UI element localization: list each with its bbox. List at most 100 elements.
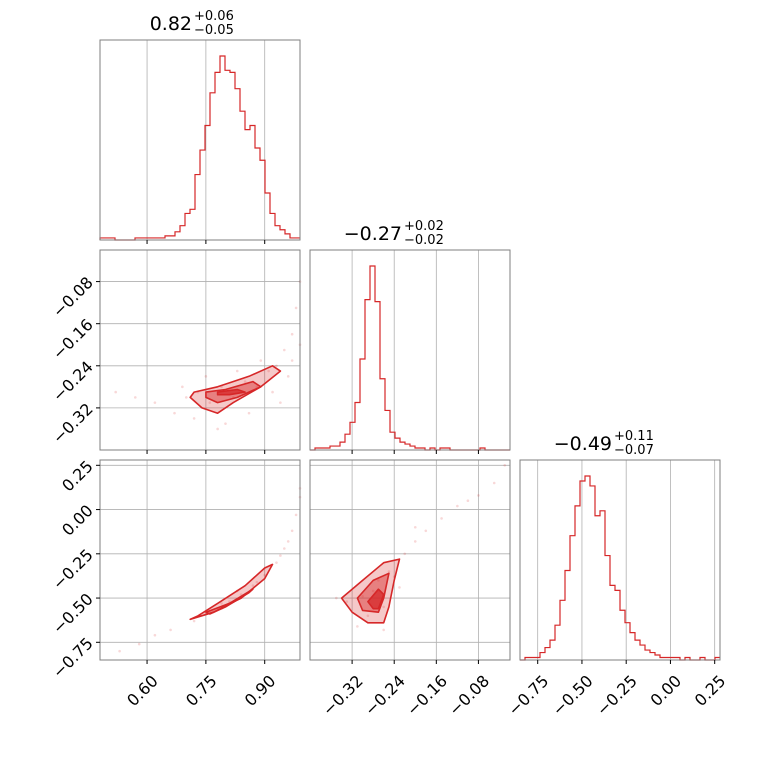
scatter-point xyxy=(377,579,380,582)
scatter-point xyxy=(192,619,196,623)
scatter-point xyxy=(413,540,417,543)
x-tick-label: 0.75 xyxy=(182,671,221,710)
scatter-point xyxy=(275,561,278,564)
scatter-point xyxy=(169,628,172,632)
scatter-point xyxy=(290,529,294,533)
scatter-point xyxy=(216,427,219,431)
scatter-point xyxy=(290,359,294,362)
panel-1-2 xyxy=(99,249,301,451)
scatter-point xyxy=(251,584,255,587)
scatter-point xyxy=(184,396,188,399)
x-tick-label: −0.24 xyxy=(361,671,409,719)
scatter-point xyxy=(440,517,443,520)
title-value: 0.82 xyxy=(150,13,192,35)
scatter-point xyxy=(247,411,251,415)
scatter-point xyxy=(243,380,247,383)
scatter-point xyxy=(279,401,282,404)
scatter-point xyxy=(456,504,459,508)
scatter-point xyxy=(275,364,278,368)
contour-level-3 xyxy=(220,597,242,610)
title-param-1: 0.82 +0.06−0.05 xyxy=(150,9,234,38)
x-tick-label: −0.25 xyxy=(593,671,641,719)
title-lower-error: −0.02 xyxy=(404,233,444,248)
scatter-point xyxy=(366,614,370,618)
scatter-point xyxy=(492,481,496,485)
histogram-param-2 xyxy=(310,265,510,451)
scatter-point xyxy=(153,633,157,637)
panel-2-3 xyxy=(309,459,511,661)
y-tick-label: −0.50 xyxy=(49,589,97,637)
y-tick-label: −0.32 xyxy=(49,399,97,447)
scatter-point xyxy=(356,625,359,628)
scatter-point xyxy=(283,348,286,352)
scatter-point xyxy=(371,589,375,593)
scatter-point xyxy=(286,540,290,543)
x-tick-label: 0.00 xyxy=(647,671,686,710)
scatter-point xyxy=(477,494,480,497)
x-tick-label: −0.16 xyxy=(403,671,451,719)
scatter-point xyxy=(503,464,507,467)
x-tick-label: −0.08 xyxy=(445,671,493,719)
scatter-point xyxy=(283,547,286,550)
y-tick-label: −0.25 xyxy=(49,545,97,593)
x-tick-label: −0.50 xyxy=(549,671,597,719)
x-tick-label: 0.90 xyxy=(241,671,280,710)
scatter-point xyxy=(192,417,196,420)
scatter-point xyxy=(382,605,385,609)
panel-diag-1 xyxy=(99,39,301,241)
scatter-point xyxy=(263,573,267,577)
histogram-param-3 xyxy=(520,475,720,661)
title-lower-error: −0.07 xyxy=(614,443,654,458)
scatter-point xyxy=(279,554,282,557)
title-lower-error: −0.05 xyxy=(194,23,234,38)
y-tick-label: −0.16 xyxy=(49,315,97,363)
scatter-point xyxy=(286,375,290,378)
scatter-point xyxy=(294,513,298,517)
contour-level-1 xyxy=(189,563,274,621)
scatter-point xyxy=(153,401,157,404)
histogram-param-1 xyxy=(99,55,300,241)
y-tick-label: −0.75 xyxy=(49,634,97,682)
scatter-point xyxy=(259,359,263,362)
title-param-3: −0.49 +0.11−0.07 xyxy=(554,429,654,458)
scatter-point xyxy=(224,422,227,425)
scatter-point xyxy=(382,628,385,632)
scatter-point xyxy=(118,649,121,653)
x-tick-label: 0.60 xyxy=(123,671,162,710)
scatter-point xyxy=(235,369,239,373)
title-value: −0.27 xyxy=(344,223,402,245)
scatter-point xyxy=(271,390,274,394)
y-tick-label: −0.24 xyxy=(49,357,97,405)
scatter-point xyxy=(290,332,294,336)
scatter-point xyxy=(335,596,338,600)
scatter-point xyxy=(173,411,176,415)
scatter-point xyxy=(466,499,470,503)
scatter-point xyxy=(398,586,401,589)
scatter-point xyxy=(403,552,407,556)
scatter-point xyxy=(424,529,428,533)
scatter-point xyxy=(137,642,141,646)
title-value: −0.49 xyxy=(554,433,612,455)
scatter-point xyxy=(345,600,349,603)
title-upper-error: +0.06 xyxy=(194,9,234,24)
scatter-point xyxy=(220,602,223,605)
panel-diag-3 xyxy=(519,459,721,661)
scatter-point xyxy=(387,570,391,573)
contour-level-3 xyxy=(216,388,246,396)
scatter-point xyxy=(133,396,137,399)
y-tick-label: −0.08 xyxy=(49,273,97,321)
title-upper-error: +0.02 xyxy=(404,219,444,234)
scatter-point xyxy=(204,375,208,378)
y-tick-label: 0.00 xyxy=(58,501,97,540)
panel-1-3 xyxy=(99,459,301,661)
x-tick-label: −0.75 xyxy=(504,671,552,719)
x-tick-label: 0.25 xyxy=(691,671,730,710)
title-upper-error: +0.11 xyxy=(614,429,654,444)
scatter-point xyxy=(413,525,417,529)
scatter-point xyxy=(294,306,298,310)
scatter-point xyxy=(267,369,270,373)
scatter-point xyxy=(361,594,364,598)
x-tick-label: −0.32 xyxy=(319,671,367,719)
contour-level-3 xyxy=(367,588,385,610)
